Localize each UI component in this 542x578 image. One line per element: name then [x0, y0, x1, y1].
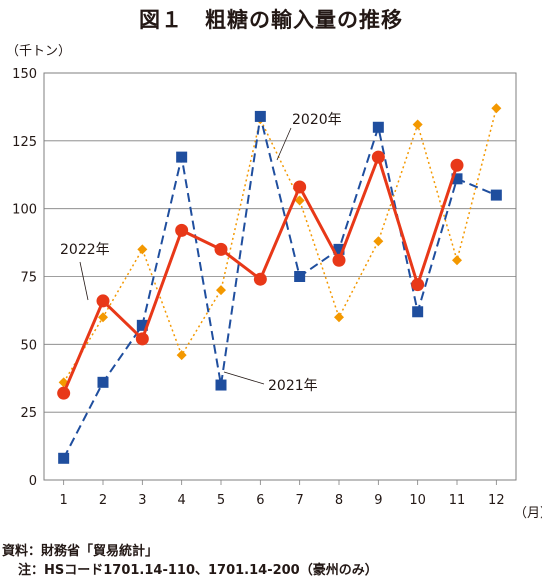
point-2022-6	[253, 272, 267, 286]
point-2022-11	[450, 158, 464, 172]
point-2021-2	[97, 376, 109, 388]
series-line-2020	[63, 108, 498, 383]
y-tick-label: 150	[12, 67, 37, 82]
point-2021-6	[254, 110, 266, 122]
point-2021-11	[451, 173, 463, 185]
series-label-2022: 2022年	[60, 242, 110, 258]
y-tick-label: 125	[12, 135, 37, 150]
point-2022-5	[214, 242, 228, 256]
point-2021-3	[136, 319, 148, 331]
point-2020-5	[216, 285, 226, 296]
point-2021-12	[490, 189, 502, 201]
label-leader-2021	[223, 371, 265, 385]
point-2021-8	[333, 243, 345, 255]
label-leader-2022	[79, 261, 89, 301]
x-axis-unit: （月）	[514, 506, 542, 521]
y-axis-unit: （千トン）	[6, 44, 72, 59]
point-2020-3	[137, 244, 148, 255]
point-2020-12	[491, 103, 502, 114]
point-2021-1	[58, 452, 70, 464]
x-tick-label: 6	[256, 493, 264, 508]
point-2021-4	[176, 151, 188, 163]
point-2020-9	[373, 236, 384, 247]
point-2022-8	[332, 253, 346, 267]
y-tick-label: 75	[20, 271, 37, 286]
x-tick-label: 2	[99, 493, 107, 508]
x-tick-label: 11	[449, 493, 466, 508]
x-tick-label: 8	[335, 493, 343, 508]
x-tick-label: 10	[409, 493, 426, 508]
footnote: 注：HSコード1701.14-110、1701.14-200（豪州のみ）	[18, 563, 378, 578]
point-2020-11	[452, 255, 462, 266]
point-2020-4	[176, 350, 187, 361]
y-tick-label: 100	[12, 203, 37, 218]
x-tick-label: 7	[296, 493, 304, 508]
point-2022-1	[57, 386, 71, 400]
point-2022-2	[96, 294, 110, 308]
y-tick-label: 25	[20, 406, 37, 421]
series-line-2021	[62, 115, 497, 459]
point-2021-9	[372, 121, 384, 133]
point-2020-10	[412, 119, 423, 130]
x-tick-label: 12	[488, 493, 505, 508]
point-2021-5	[215, 379, 227, 391]
y-tick-label: 0	[29, 474, 37, 489]
point-2022-3	[135, 332, 149, 346]
point-2022-10	[411, 278, 425, 292]
x-tick-label: 3	[138, 493, 146, 508]
x-tick-label: 5	[217, 493, 225, 508]
x-tick-label: 1	[60, 493, 68, 508]
point-2020-8	[334, 312, 344, 323]
point-2020-2	[98, 312, 108, 323]
point-2022-4	[175, 223, 189, 237]
point-2020-7	[294, 195, 305, 206]
point-2022-7	[293, 180, 307, 194]
point-2022-9	[371, 150, 385, 164]
point-2021-10	[412, 306, 424, 318]
series-label-2020: 2020年	[292, 112, 342, 128]
x-tick-label: 9	[374, 493, 382, 508]
label-leader-2020	[276, 127, 292, 161]
chart-title: 図１ 粗糖の輸入量の推移	[139, 8, 403, 32]
y-tick-label: 50	[20, 338, 37, 353]
point-2021-7	[294, 271, 306, 282]
series-label-2021: 2021年	[268, 378, 318, 394]
source-note: 資料：財務省「貿易統計」	[2, 544, 159, 559]
x-tick-label: 4	[178, 493, 186, 508]
